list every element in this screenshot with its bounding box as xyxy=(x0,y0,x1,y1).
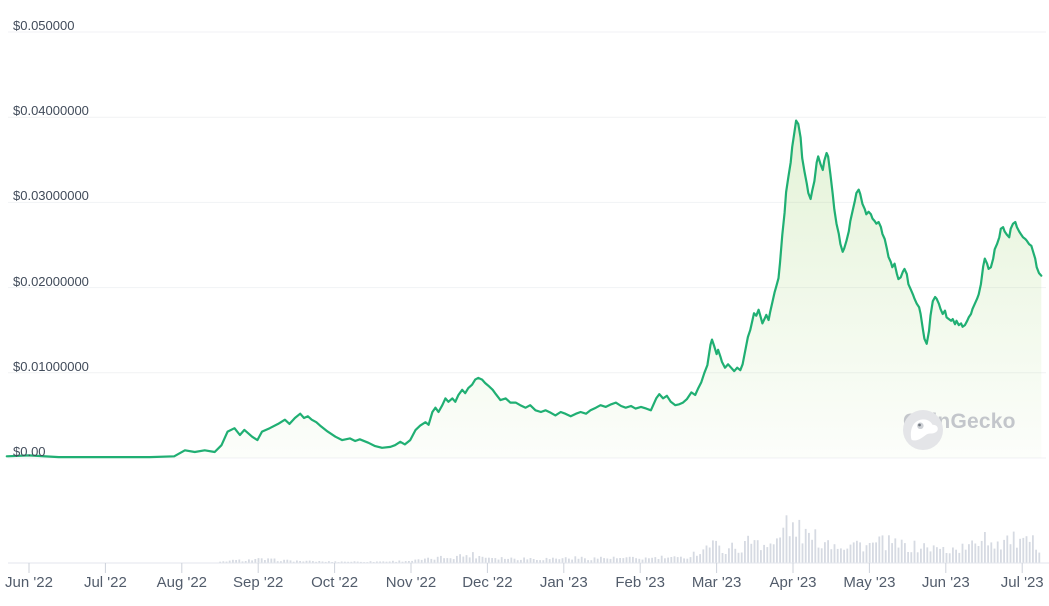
x-axis-label: Jun '22 xyxy=(5,574,53,591)
y-axis-label: $0.00 xyxy=(13,444,46,459)
x-axis xyxy=(8,562,1049,573)
y-axis-label: $0.01000000 xyxy=(13,358,89,374)
y-axis-label: $0.050000 xyxy=(13,18,75,33)
y-axis-label: $0.04000000 xyxy=(13,103,89,119)
volume-bars xyxy=(219,515,1041,563)
x-axis-label: Aug '22 xyxy=(156,574,207,591)
price-line xyxy=(5,119,1043,459)
x-axis-label: Apr '23 xyxy=(769,574,817,591)
x-axis-label: Oct '22 xyxy=(311,574,359,591)
x-axis-label: May '23 xyxy=(843,574,896,591)
x-axis-label: Jul '23 xyxy=(1000,574,1044,591)
x-axis-label: Jun '23 xyxy=(921,574,970,591)
x-axis-label: Sep '22 xyxy=(232,574,284,591)
x-axis-label: Jul '22 xyxy=(83,574,127,591)
y-axis-label: $0.03000000 xyxy=(13,188,89,204)
x-axis-label: Nov '22 xyxy=(385,574,437,591)
x-axis-label: Mar '23 xyxy=(691,574,742,591)
y-axis-label: $0.02000000 xyxy=(13,273,89,289)
x-axis-label: Feb '23 xyxy=(615,574,665,591)
coingecko-logo-icon xyxy=(903,410,943,450)
x-axis-label: Dec '22 xyxy=(462,574,513,591)
price-area-fill xyxy=(6,120,1042,458)
x-axis-label: Jan '23 xyxy=(539,574,588,591)
coingecko-watermark: CoinGecko xyxy=(903,410,1016,450)
